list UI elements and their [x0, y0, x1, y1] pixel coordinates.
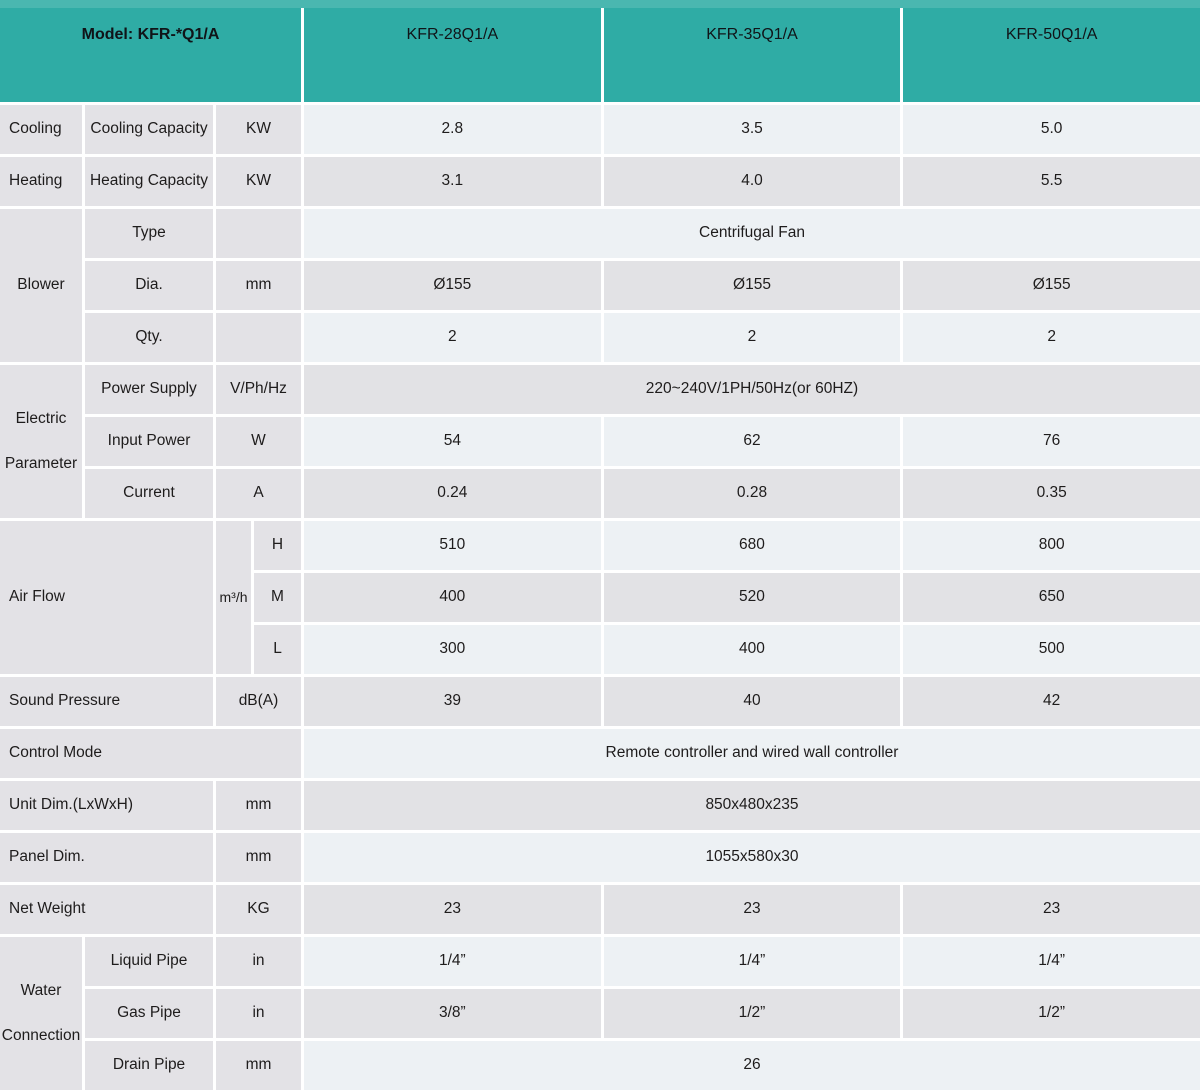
current-value: 0.28: [603, 469, 901, 518]
power-supply-label: Power Supply: [85, 365, 213, 414]
air-flow-high-value: 680: [603, 521, 901, 570]
heating-value: 3.1: [304, 157, 601, 206]
gas-pipe-value: 1/2”: [603, 989, 901, 1038]
net-weight-value: 23: [603, 885, 901, 934]
header-col-kfr-35: KFR-35Q1/A: [603, 8, 901, 102]
sound-pressure-label: Sound Pressure: [0, 677, 213, 726]
panel-dim-value: 1055x580x30: [304, 833, 1200, 882]
sound-pressure-value: 40: [603, 677, 901, 726]
air-flow-unit: m³/h: [216, 521, 251, 674]
heating-group-label: Heating: [0, 157, 82, 206]
cooling-group-label: Cooling: [0, 105, 82, 154]
gas-pipe-value: 1/2”: [903, 989, 1200, 1038]
spec-table: Model: KFR-*Q1/A KFR-28Q1/A KFR-35Q1/A K…: [0, 8, 1200, 1090]
drain-pipe-label: Drain Pipe: [85, 1041, 213, 1090]
liquid-pipe-unit: in: [216, 937, 301, 986]
power-supply-value: 220~240V/1PH/50Hz(or 60HZ): [304, 365, 1200, 414]
air-flow-high-value: 510: [304, 521, 601, 570]
net-weight-unit: KG: [216, 885, 301, 934]
air-flow-medium-value: 650: [903, 573, 1200, 622]
panel-dim-unit: mm: [216, 833, 301, 882]
air-flow-medium-label: M: [254, 573, 301, 622]
blower-group-label: Blower: [0, 209, 82, 362]
blower-qty-label: Qty.: [85, 313, 213, 362]
header-col-kfr-50: KFR-50Q1/A: [903, 8, 1200, 102]
cooling-value: 2.8: [304, 105, 601, 154]
current-unit: A: [216, 469, 301, 518]
blower-qty-value: 2: [603, 313, 901, 362]
air-flow-medium-value: 520: [603, 573, 901, 622]
cooling-value: 5.0: [903, 105, 1200, 154]
drain-pipe-unit: mm: [216, 1041, 301, 1090]
liquid-pipe-value: 1/4”: [304, 937, 601, 986]
air-flow-medium-value: 400: [304, 573, 601, 622]
unit-dim-value: 850x480x235: [304, 781, 1200, 830]
electric-group-label: Electric Parameter: [0, 365, 82, 518]
liquid-pipe-value: 1/4”: [903, 937, 1200, 986]
current-label: Current: [85, 469, 213, 518]
blower-qty-unit: [216, 313, 301, 362]
heating-value: 4.0: [603, 157, 901, 206]
header-col-kfr-28: KFR-28Q1/A: [304, 8, 601, 102]
input-power-label: Input Power: [85, 417, 213, 466]
gas-pipe-value: 3/8”: [304, 989, 601, 1038]
current-value: 0.24: [304, 469, 601, 518]
panel-dim-label: Panel Dim.: [0, 833, 213, 882]
sound-pressure-value: 39: [304, 677, 601, 726]
heating-value: 5.5: [903, 157, 1200, 206]
air-flow-low-value: 300: [304, 625, 601, 674]
control-mode-value: Remote controller and wired wall control…: [304, 729, 1200, 778]
blower-type-label: Type: [85, 209, 213, 258]
power-supply-unit: V/Ph/Hz: [216, 365, 301, 414]
blower-dia-label: Dia.: [85, 261, 213, 310]
heating-unit: KW: [216, 157, 301, 206]
air-flow-high-value: 800: [903, 521, 1200, 570]
air-flow-low-label: L: [254, 625, 301, 674]
gas-pipe-label: Gas Pipe: [85, 989, 213, 1038]
liquid-pipe-value: 1/4”: [603, 937, 901, 986]
cooling-unit: KW: [216, 105, 301, 154]
blower-dia-value: Ø155: [603, 261, 901, 310]
blower-dia-unit: mm: [216, 261, 301, 310]
blower-dia-value: Ø155: [903, 261, 1200, 310]
drain-pipe-value: 26: [304, 1041, 1200, 1090]
sound-pressure-unit: dB(A): [216, 677, 301, 726]
header-top-strip: [0, 0, 1200, 8]
water-connection-group-label: Water Connection: [0, 937, 82, 1090]
unit-dim-label: Unit Dim.(LxWxH): [0, 781, 213, 830]
blower-dia-value: Ø155: [304, 261, 601, 310]
sound-pressure-value: 42: [903, 677, 1200, 726]
air-flow-group-label: Air Flow: [0, 521, 213, 674]
cooling-param-label: Cooling Capacity: [85, 105, 213, 154]
current-value: 0.35: [903, 469, 1200, 518]
blower-type-unit: [216, 209, 301, 258]
liquid-pipe-label: Liquid Pipe: [85, 937, 213, 986]
net-weight-value: 23: [304, 885, 601, 934]
input-power-unit: W: [216, 417, 301, 466]
control-mode-label: Control Mode: [0, 729, 301, 778]
air-flow-low-value: 500: [903, 625, 1200, 674]
blower-qty-value: 2: [903, 313, 1200, 362]
air-flow-high-label: H: [254, 521, 301, 570]
blower-type-value: Centrifugal Fan: [304, 209, 1200, 258]
input-power-value: 76: [903, 417, 1200, 466]
blower-qty-value: 2: [304, 313, 601, 362]
net-weight-label: Net Weight: [0, 885, 213, 934]
unit-dim-unit: mm: [216, 781, 301, 830]
gas-pipe-unit: in: [216, 989, 301, 1038]
input-power-value: 54: [304, 417, 601, 466]
input-power-value: 62: [603, 417, 901, 466]
header-model-cell: Model: KFR-*Q1/A: [0, 8, 301, 102]
cooling-value: 3.5: [603, 105, 901, 154]
heating-param-label: Heating Capacity: [85, 157, 213, 206]
net-weight-value: 23: [903, 885, 1200, 934]
air-flow-low-value: 400: [603, 625, 901, 674]
